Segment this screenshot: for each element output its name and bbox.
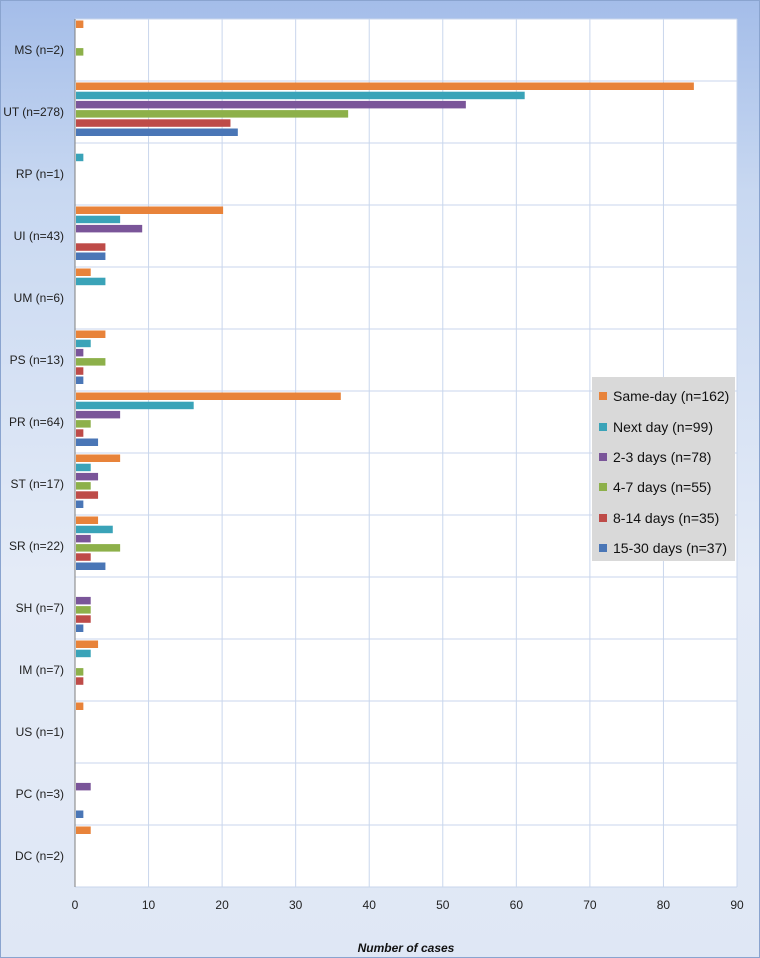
bar <box>76 782 91 791</box>
bar <box>76 702 84 710</box>
x-tick-label: 90 <box>730 898 744 912</box>
bar <box>76 48 84 56</box>
bar <box>76 438 99 446</box>
legend-label: 4-7 days (n=55) <box>613 479 712 496</box>
bar <box>76 472 99 481</box>
category-label: PS (n=13) <box>10 353 64 367</box>
bar <box>76 330 106 338</box>
bar <box>76 624 84 632</box>
x-tick-label: 70 <box>583 898 597 912</box>
x-tick-label: 10 <box>142 898 156 912</box>
bar <box>76 339 91 348</box>
legend-swatch <box>599 544 607 553</box>
legend-item: 8-14 days (n=35) <box>599 503 735 533</box>
bar <box>76 482 91 490</box>
category-label: US (n=1) <box>16 725 64 739</box>
category-label: ST (n=17) <box>11 477 64 491</box>
bar <box>76 119 231 127</box>
bar <box>76 668 84 676</box>
category-label: SH (n=7) <box>16 601 64 615</box>
bar <box>76 392 341 400</box>
legend-label: 15-30 days (n=37) <box>613 540 728 557</box>
legend-swatch <box>599 513 607 522</box>
legend-item: 4-7 days (n=55) <box>599 472 735 502</box>
bar <box>76 243 106 251</box>
legend-swatch <box>599 483 607 492</box>
legend-swatch <box>599 452 607 461</box>
category-label: SR (n=22) <box>9 539 64 553</box>
category-label: DC (n=2) <box>15 849 64 863</box>
x-tick-label: 20 <box>215 898 229 912</box>
bar <box>76 516 99 524</box>
category-label: PR (n=64) <box>9 415 64 429</box>
bar <box>76 224 143 233</box>
bar <box>76 525 113 534</box>
legend-label: 8-14 days (n=35) <box>613 509 720 526</box>
x-tick-label: 40 <box>363 898 377 912</box>
x-tick-label: 60 <box>510 898 524 912</box>
x-axis-title: Number of cases <box>357 941 455 955</box>
legend-label: Same-day (n=162) <box>613 388 730 405</box>
bar <box>76 91 525 100</box>
legend-label: 2-3 days (n=78) <box>613 448 712 465</box>
legend-item: 15-30 days (n=37) <box>599 533 735 563</box>
bar <box>76 454 121 462</box>
bar <box>76 268 91 276</box>
bar <box>76 100 466 109</box>
category-label: IM (n=7) <box>19 663 64 677</box>
x-tick-label: 0 <box>72 898 79 912</box>
bar <box>76 500 84 508</box>
bar <box>76 82 694 90</box>
bar <box>76 410 121 419</box>
bar <box>76 429 84 437</box>
category-label: UT (n=278) <box>3 105 64 119</box>
x-tick-label: 80 <box>657 898 671 912</box>
bar <box>76 615 91 623</box>
bar <box>76 401 194 410</box>
category-label: UM (n=6) <box>14 291 64 305</box>
bar <box>76 491 99 499</box>
bar <box>76 562 106 570</box>
x-tick-label: 50 <box>436 898 450 912</box>
bar <box>76 640 99 648</box>
bar <box>76 649 91 658</box>
legend-swatch <box>599 392 607 401</box>
bar <box>76 810 84 818</box>
category-label: UI (n=43) <box>14 229 64 243</box>
bar <box>76 252 106 260</box>
bar <box>76 544 121 552</box>
bar <box>76 463 91 472</box>
category-label: RP (n=1) <box>16 167 64 181</box>
bar <box>76 826 91 834</box>
bar <box>76 367 84 375</box>
legend-item: Next day (n=99) <box>599 411 735 441</box>
category-label: MS (n=2) <box>14 43 64 57</box>
bar <box>76 206 224 214</box>
category-label: PC (n=3) <box>16 787 64 801</box>
legend-swatch <box>599 422 607 431</box>
bar <box>76 348 84 357</box>
bar <box>76 553 91 561</box>
legend-label: Next day (n=99) <box>613 418 713 435</box>
bar <box>76 376 84 384</box>
legend-item: Same-day (n=162) <box>599 381 735 411</box>
legend: Same-day (n=162) Next day (n=99) 2-3 day… <box>592 377 735 561</box>
bar <box>76 20 84 28</box>
bar <box>76 215 121 224</box>
bar <box>76 153 84 162</box>
bar <box>76 110 349 118</box>
bar <box>76 606 91 614</box>
x-tick-label: 30 <box>289 898 303 912</box>
bar <box>76 358 106 366</box>
bar <box>76 677 84 685</box>
bar <box>76 277 106 286</box>
bar <box>76 128 238 136</box>
bar <box>76 596 91 605</box>
bar <box>76 420 91 428</box>
bar <box>76 534 91 543</box>
legend-item: 2-3 days (n=78) <box>599 442 735 472</box>
